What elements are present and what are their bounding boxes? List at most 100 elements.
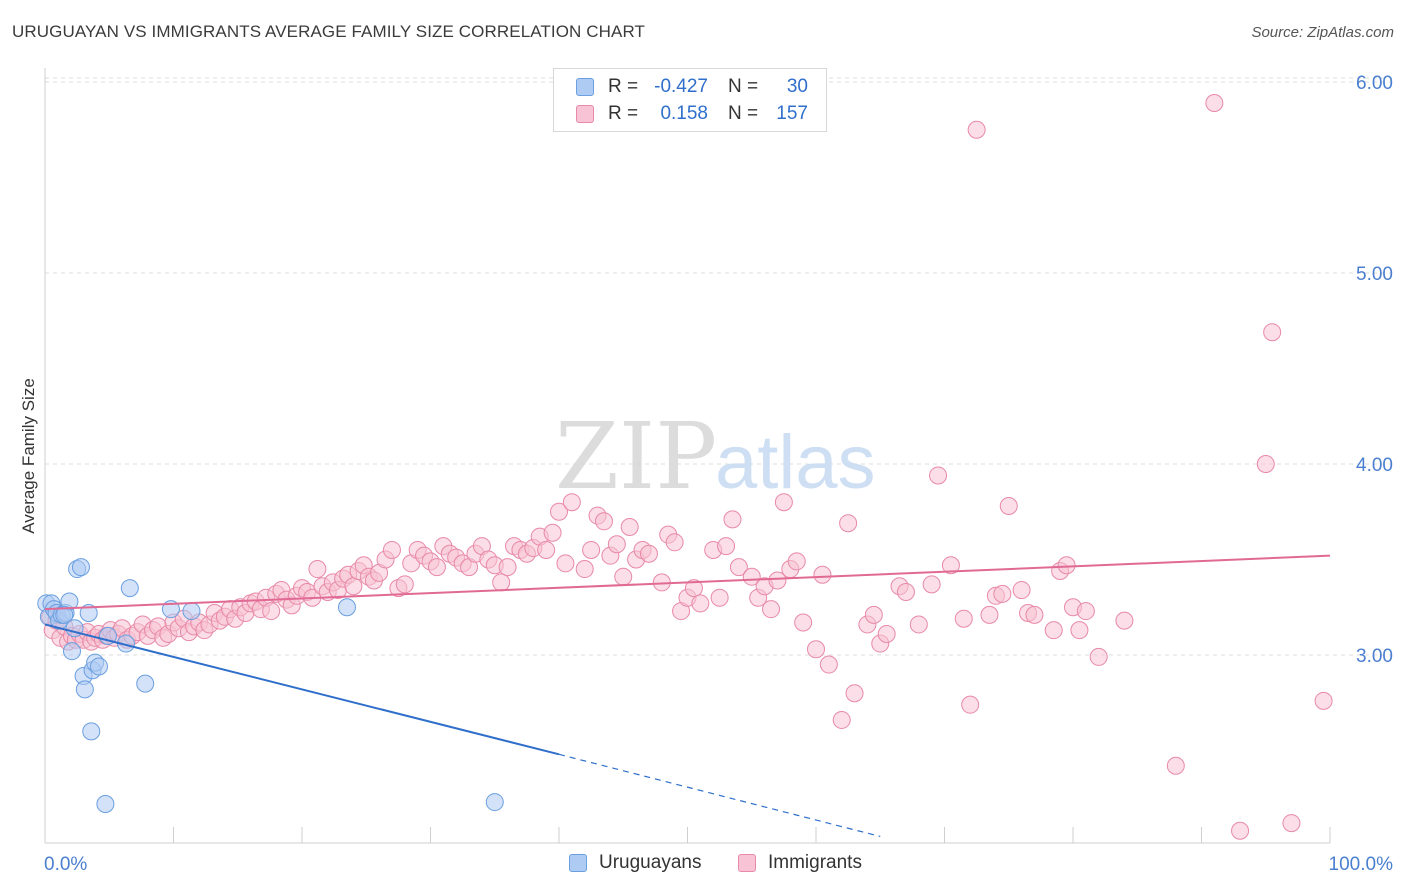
immigrants-point bbox=[993, 584, 1012, 603]
y-axis-title: Average Family Size bbox=[19, 378, 38, 534]
trend-lines bbox=[44, 554, 1331, 838]
immigrants-point bbox=[839, 514, 858, 533]
immigrants-point bbox=[556, 554, 575, 573]
immigrants-point bbox=[498, 558, 517, 577]
immigrants-point bbox=[614, 567, 633, 586]
immigrants-point bbox=[1314, 691, 1333, 710]
zipatlas-watermark: ZIP atlas bbox=[555, 403, 876, 510]
immigrants-point bbox=[774, 493, 793, 512]
uruguayans-point bbox=[89, 657, 108, 676]
y-tick-label: 4.00 bbox=[1356, 455, 1393, 476]
immigrants-point bbox=[1256, 455, 1275, 473]
immigrants-point bbox=[582, 540, 601, 559]
legend-row-uruguayans: R = -0.427 N = 30 bbox=[576, 75, 808, 99]
legend-n-label: N = bbox=[728, 76, 759, 97]
immigrants-point bbox=[896, 582, 915, 601]
legend-swatch-uruguayans bbox=[569, 854, 587, 872]
immigrants-point bbox=[1012, 581, 1031, 600]
x-tick-label: 0.0% bbox=[44, 854, 87, 875]
uruguayans-point bbox=[62, 642, 81, 661]
immigrants-point bbox=[832, 710, 851, 729]
stats-legend: R = -0.427 N = 30 R = 0.158 N = 157 bbox=[553, 68, 827, 132]
immigrants-point bbox=[395, 575, 414, 594]
legend-swatch-immigrants bbox=[576, 105, 594, 123]
y-tick-label: 6.00 bbox=[1356, 73, 1393, 94]
immigrants-point bbox=[684, 579, 703, 598]
uruguayans-point bbox=[96, 794, 115, 813]
uruguayans-point bbox=[75, 680, 94, 699]
chart-title: URUGUAYAN VS IMMIGRANTS AVERAGE FAMILY S… bbox=[12, 22, 645, 41]
immigrants-point bbox=[794, 613, 813, 632]
immigrants-point bbox=[308, 560, 327, 579]
immigrants-point bbox=[562, 493, 581, 512]
immigrants-point bbox=[909, 615, 928, 634]
x-tick-label: 100.0% bbox=[1329, 854, 1394, 875]
uruguayans-point bbox=[120, 579, 139, 598]
immigrants-point bbox=[492, 573, 511, 592]
immigrants-point bbox=[550, 502, 568, 521]
legend-n-value: 30 bbox=[786, 76, 808, 97]
immigrants-point bbox=[691, 594, 710, 613]
immigrants-point bbox=[819, 655, 838, 674]
immigrants-point bbox=[262, 602, 281, 621]
immigrants-point bbox=[961, 695, 980, 714]
immigrants-point bbox=[710, 588, 729, 607]
immigrants-point bbox=[1205, 94, 1224, 113]
immigrants-point bbox=[344, 577, 363, 596]
immigrants-point bbox=[1231, 821, 1250, 840]
immigrants-point bbox=[807, 640, 825, 659]
svg-text:atlas: atlas bbox=[715, 420, 876, 505]
immigrants-point bbox=[382, 540, 401, 559]
uruguayans-trend-extension bbox=[558, 753, 881, 838]
immigrants-point bbox=[845, 684, 864, 703]
immigrants-point bbox=[723, 510, 742, 529]
immigrants-point bbox=[787, 552, 806, 571]
immigrants-point bbox=[543, 523, 562, 542]
immigrants-point bbox=[729, 558, 748, 577]
immigrants-point bbox=[1057, 556, 1076, 575]
immigrants-point bbox=[954, 609, 973, 628]
legend-label-immigrants: Immigrants bbox=[768, 852, 862, 873]
legend-r-value: 0.158 bbox=[660, 103, 708, 124]
immigrants-point bbox=[941, 556, 960, 575]
immigrants-point bbox=[607, 535, 626, 554]
uruguayans-point bbox=[79, 603, 98, 622]
uruguayans-point bbox=[82, 722, 101, 741]
uruguayans-trend-line bbox=[44, 623, 560, 756]
immigrants-point bbox=[575, 560, 594, 579]
legend-item-immigrants[interactable]: Immigrants bbox=[738, 852, 862, 874]
legend-swatch-uruguayans bbox=[576, 78, 594, 96]
immigrants-point bbox=[813, 565, 832, 584]
immigrants-point bbox=[639, 544, 658, 563]
immigrants-trend-line bbox=[44, 554, 1331, 611]
immigrants-point bbox=[864, 605, 883, 624]
immigrants-point bbox=[980, 605, 999, 624]
immigrants-point bbox=[717, 537, 736, 556]
gridlines bbox=[45, 77, 1392, 656]
legend-n-label: N = bbox=[728, 103, 759, 124]
series-legend: Uruguayans Immigrants bbox=[0, 852, 1406, 878]
legend-n-value: 157 bbox=[776, 103, 808, 124]
legend-item-uruguayans[interactable]: Uruguayans bbox=[569, 852, 701, 874]
legend-r-value: -0.427 bbox=[654, 76, 708, 97]
uruguayans-point bbox=[136, 674, 155, 693]
svg-text:ZIP: ZIP bbox=[555, 403, 717, 510]
immigrants-point bbox=[999, 497, 1018, 516]
immigrants-point bbox=[537, 540, 556, 559]
immigrants-point bbox=[762, 600, 781, 619]
immigrants-point bbox=[877, 624, 896, 643]
source-label: Source: ZipAtlas.com bbox=[1251, 24, 1394, 41]
legend-label-uruguayans: Uruguayans bbox=[599, 852, 702, 873]
immigrants-point bbox=[427, 558, 446, 577]
uruguayans-point bbox=[55, 605, 74, 624]
uruguayans-point bbox=[182, 602, 201, 621]
immigrants-point bbox=[768, 571, 787, 590]
immigrants-point bbox=[665, 533, 684, 552]
immigrants-point bbox=[1115, 611, 1134, 630]
y-tick-label: 5.00 bbox=[1356, 264, 1393, 285]
immigrants-point bbox=[1070, 621, 1089, 640]
y-tick-labels: 3.00 4.00 5.00 6.00 bbox=[1356, 73, 1393, 667]
immigrants-point bbox=[620, 518, 639, 537]
axes bbox=[44, 68, 1331, 844]
